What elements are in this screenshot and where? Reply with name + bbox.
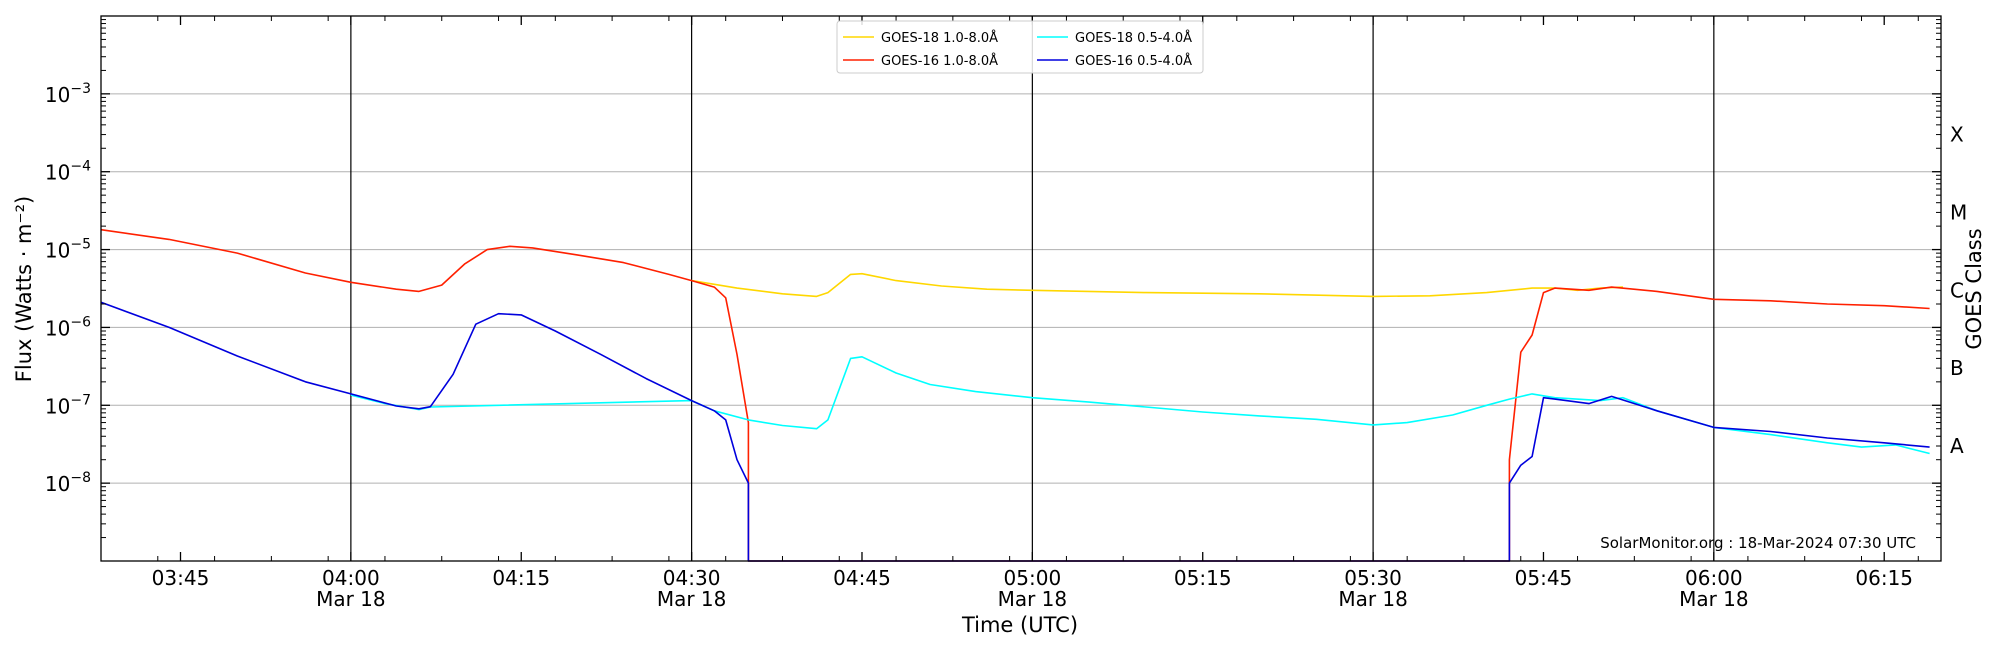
y-tick-label-exponent: −8 bbox=[70, 470, 91, 486]
y-tick-label-base: 10 bbox=[45, 161, 70, 185]
y-tick-label: 10−4 bbox=[45, 159, 91, 185]
x-tick-label: 05:15 bbox=[1174, 566, 1232, 590]
y-tick-label-exponent: −7 bbox=[70, 392, 91, 408]
y-tick-label-exponent: −4 bbox=[70, 159, 91, 175]
legend-label-1: GOES-16 1.0-8.0Å bbox=[881, 53, 998, 69]
series-layer bbox=[100, 228, 1930, 562]
y-tick-label-exponent: −6 bbox=[70, 314, 91, 330]
y-tick-label: 10−3 bbox=[45, 81, 91, 107]
grid-layer bbox=[101, 16, 1941, 561]
goes-class-axis-title: GOES Class bbox=[1962, 228, 1986, 349]
y-tick-label-base: 10 bbox=[45, 83, 70, 107]
x-tick-label: 04:30 bbox=[663, 566, 721, 590]
y-tick-label: 10−7 bbox=[45, 392, 91, 418]
y-tick-label-base: 10 bbox=[45, 394, 70, 418]
legend-label-0: GOES-18 1.0-8.0Å bbox=[881, 30, 998, 46]
legend-label-2: GOES-18 0.5-4.0Å bbox=[1075, 30, 1192, 46]
x-tick-label: 05:45 bbox=[1515, 566, 1573, 590]
y-tick-label: 10−5 bbox=[45, 237, 91, 263]
x-tick-label: 06:15 bbox=[1855, 566, 1913, 590]
x-tick-date-label: Mar 18 bbox=[1338, 587, 1408, 611]
goes-class-label: M bbox=[1950, 200, 1967, 224]
x-tick-label: 03:45 bbox=[152, 566, 210, 590]
x-axis-title: Time (UTC) bbox=[961, 613, 1078, 637]
x-tick-date-label: Mar 18 bbox=[316, 587, 386, 611]
x-tick-date-label: Mar 18 bbox=[657, 587, 727, 611]
x-tick-date-label: Mar 18 bbox=[1679, 587, 1749, 611]
y-tick-label-base: 10 bbox=[45, 316, 70, 340]
goes-class-label: C bbox=[1950, 278, 1964, 302]
y-tick-label-exponent: −3 bbox=[70, 81, 91, 97]
goes-class-label: X bbox=[1950, 123, 1964, 147]
y-axis-title: Flux (Watts · m⁻²) bbox=[12, 196, 36, 382]
x-tick-label: 05:30 bbox=[1344, 566, 1402, 590]
plot-frame bbox=[100, 15, 1942, 562]
y-tick-label: 10−8 bbox=[45, 470, 91, 496]
credit-text: SolarMonitor.org : 18-Mar-2024 07:30 UTC bbox=[1600, 534, 1916, 552]
goes-class-label: A bbox=[1950, 434, 1964, 458]
legend-label-3: GOES-16 0.5-4.0Å bbox=[1075, 53, 1192, 69]
y-tick-label-exponent: −5 bbox=[70, 237, 91, 253]
x-tick-date-label: Mar 18 bbox=[998, 587, 1068, 611]
series-line-1 bbox=[100, 228, 1930, 562]
series-line-3 bbox=[100, 301, 1930, 562]
x-tick-label: 04:45 bbox=[833, 566, 891, 590]
y-tick-label-base: 10 bbox=[45, 239, 70, 263]
y-tick-label-base: 10 bbox=[45, 472, 70, 496]
legend: GOES-18 1.0-8.0Å GOES-16 1.0-8.0Å GOES-18 … bbox=[836, 20, 1204, 74]
x-tick-label: 04:00 bbox=[322, 566, 380, 590]
x-tick-label: 05:00 bbox=[1004, 566, 1062, 590]
series-line-0 bbox=[691, 272, 1624, 298]
legend-box bbox=[836, 20, 1204, 74]
goes-class-label: B bbox=[1950, 356, 1964, 380]
y-tick-label: 10−6 bbox=[45, 314, 91, 340]
x-tick-label: 06:00 bbox=[1685, 566, 1743, 590]
x-tick-label: 04:15 bbox=[492, 566, 550, 590]
